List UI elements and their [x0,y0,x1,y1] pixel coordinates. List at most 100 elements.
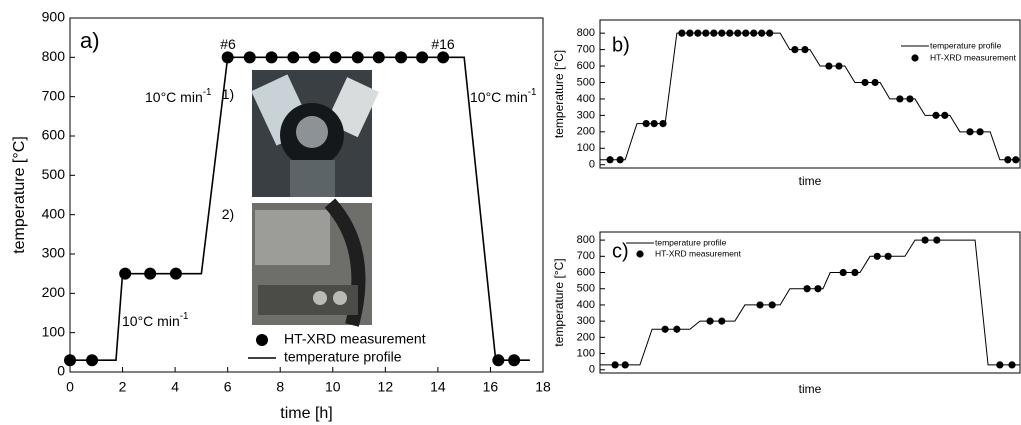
photo-2 [252,198,372,327]
measurement-point [884,252,892,260]
measurement-point [611,361,619,369]
legend-label: temperature profile [284,349,402,365]
y-tick-label: 400 [577,93,595,105]
legend-marker [256,334,268,346]
y-tick-label: 700 [42,87,66,103]
annotation: #6 [220,36,236,52]
measurement-point [726,29,734,37]
panel-label: c) [612,240,629,262]
measurement-point [750,29,758,37]
measurement-point [734,29,742,37]
measurement-point [873,252,881,260]
y-axis-label: temperature [°C] [552,50,566,138]
annotation-text: 2) [222,206,234,222]
y-tick-label: 800 [42,48,66,64]
measurement-point [791,46,799,54]
x-axis-label: time [799,382,822,396]
x-axis-label: time [799,174,822,188]
measurement-point [673,325,681,333]
plot-frame [599,231,1021,374]
temperature-line [70,56,530,362]
measurement-point [896,95,904,103]
annotation: 10°C min-1 [470,87,536,105]
y-tick-label: 0 [589,364,595,376]
plot-frame [69,17,544,373]
temperature-line [600,32,1020,161]
measurement-point [616,156,624,164]
measurement-point [642,120,650,128]
photo-1 [251,70,379,197]
y-tick-label: 800 [577,27,595,39]
y-axis-label: temperature [°C] [11,136,28,254]
y-axis-label: temperature [°C] [552,258,566,346]
annotation-text: 10°C min [145,89,203,105]
measurement-point [718,317,726,325]
measurement-point [801,46,809,54]
panel-label: b) [612,34,630,56]
y-tick-label: 700 [577,44,595,56]
annotation: 1) [222,86,234,102]
measurement-point [706,317,714,325]
measurement-point [694,29,702,37]
annotation-text: 10°C min [470,89,528,105]
y-tick-label: 200 [577,126,595,138]
y-tick-label: 0 [589,159,595,171]
y-tick-label: 100 [577,142,595,154]
measurement-point [650,120,658,128]
y-tick-label: 300 [42,245,66,261]
measurement-point [742,29,750,37]
measurement-point [710,29,718,37]
measurement-point [1004,156,1012,164]
measurement-point [851,268,859,277]
legend-marker [636,250,644,258]
measurement-point [996,361,1004,369]
x-tick-label: 2 [119,379,127,395]
annotation: 10°C min-1 [145,87,211,105]
measurement-point [906,95,914,103]
panel-label: a) [80,28,100,53]
y-tick-label: 500 [577,283,595,295]
x-tick-label: 16 [483,379,499,395]
annotation: #16 [431,36,455,52]
measurement-point [758,29,766,37]
measurement-point [803,285,811,293]
annotation-superscript: -1 [180,311,189,322]
measurement-point [621,361,629,369]
x-axis-label: time [h] [280,405,332,422]
y-tick-label: 300 [577,109,595,121]
measurement-point [825,62,833,70]
annotation-text: 1) [222,86,234,102]
annotation: 10°C min-1 [122,311,188,329]
y-tick-label: 700 [577,250,595,262]
measurement-point [871,78,879,87]
measurement-point [702,29,710,37]
y-tick-label: 100 [577,347,595,359]
annotation-text: #16 [431,36,455,52]
measurement-point [839,268,847,277]
measurement-point [976,128,984,136]
y-tick-label: 100 [42,323,66,339]
y-tick-label: 300 [577,315,595,327]
x-tick-label: 4 [171,379,179,395]
annotation: 2) [222,206,234,222]
legend-label: temperature profile [930,40,1002,50]
y-tick-label: 900 [42,9,66,25]
y-tick-label: 200 [42,284,66,300]
measurement-point [835,62,843,70]
y-tick-label: 0 [57,363,65,379]
x-tick-label: 18 [535,379,551,395]
legend-label: HT-XRD measurement [284,331,426,347]
measurement-point [941,111,949,119]
measurement-point [756,301,764,309]
y-tick-label: 600 [42,127,66,143]
plot-frame [599,19,1021,169]
measurement-point [1008,361,1016,369]
measurement-point [814,285,822,293]
measurement-point [661,325,669,333]
x-tick-label: 0 [66,379,74,395]
measurement-point [766,29,774,37]
x-tick-label: 8 [276,379,284,395]
measurement-point [932,111,940,119]
